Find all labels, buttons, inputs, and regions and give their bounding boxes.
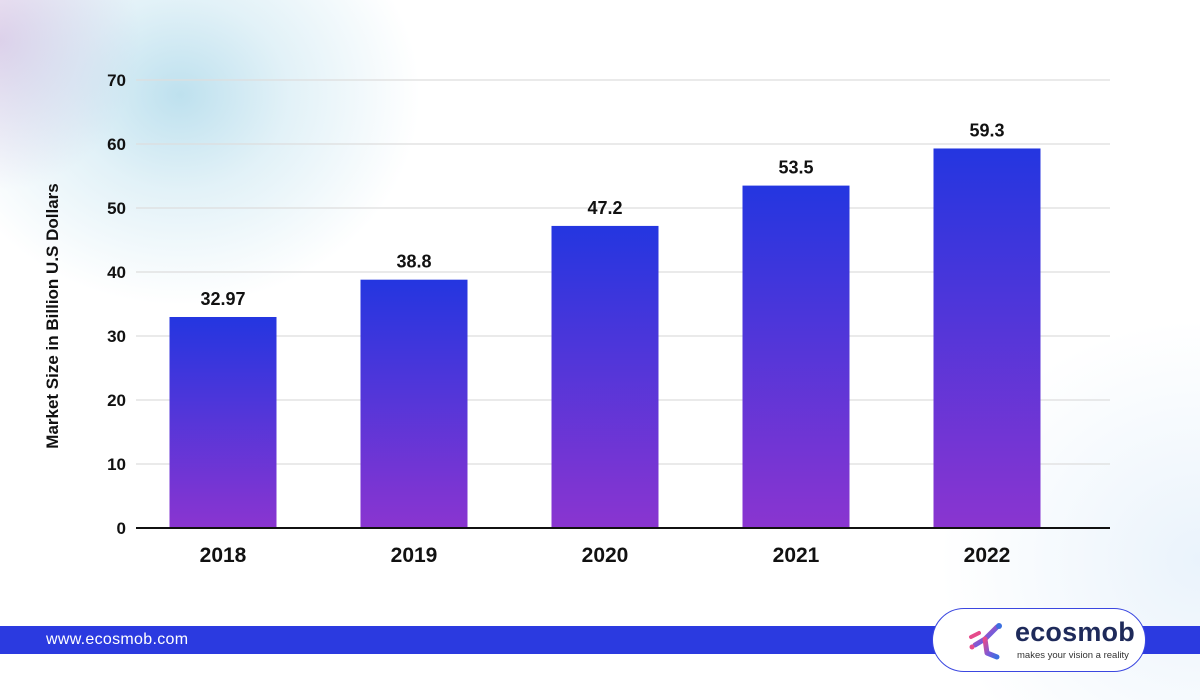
- y-tick-label: 40: [107, 263, 126, 282]
- y-tick-label: 50: [107, 199, 126, 218]
- logo-name: ecosmob: [1015, 617, 1135, 647]
- y-tick-label: 20: [107, 391, 126, 410]
- market-size-bar-chart: 0 10 20 30 40 50 60 70 32.97 38.8 47.2 53.5 59.3 20…: [43, 71, 1110, 567]
- y-tick-label: 70: [107, 71, 126, 90]
- value-label-2021: 53.5: [778, 158, 813, 178]
- brand-logo[interactable]: ecosmob makes your vision a reality: [932, 608, 1146, 672]
- value-labels: 32.97 38.8 47.2 53.5 59.3: [200, 120, 1004, 309]
- bar-2020: [551, 225, 659, 529]
- bar-2019: [360, 279, 468, 528]
- x-category-2020: 2020: [582, 544, 629, 567]
- y-tick-label: 60: [107, 135, 126, 154]
- value-label-2019: 38.8: [396, 252, 431, 272]
- bar-2018: [169, 316, 277, 528]
- bar-2021: [742, 185, 850, 528]
- value-label-2020: 47.2: [587, 198, 622, 218]
- logo-tagline: makes your vision a reality: [1017, 650, 1129, 661]
- y-axis-label: Market Size in Billion U.S Dollars: [43, 183, 62, 448]
- x-category-2022: 2022: [964, 544, 1011, 567]
- value-label-2022: 59.3: [969, 120, 1004, 140]
- x-axis-categories: 2018 2019 2020 2021 2022: [200, 544, 1011, 567]
- bars: [169, 148, 1041, 529]
- value-label-2018: 32.97: [200, 289, 245, 309]
- ecosmob-logo-mark-icon: [969, 623, 1002, 660]
- y-tick-label: 30: [107, 327, 126, 346]
- x-category-2021: 2021: [773, 544, 820, 567]
- bar-2022: [933, 148, 1041, 529]
- y-axis-ticks: 0 10 20 30 40 50 60 70: [107, 71, 126, 538]
- x-category-2019: 2019: [391, 544, 438, 567]
- website-link[interactable]: www.ecosmob.com: [46, 631, 189, 648]
- y-tick-label: 10: [107, 455, 126, 474]
- y-tick-label: 0: [117, 519, 126, 538]
- x-category-2018: 2018: [200, 544, 247, 567]
